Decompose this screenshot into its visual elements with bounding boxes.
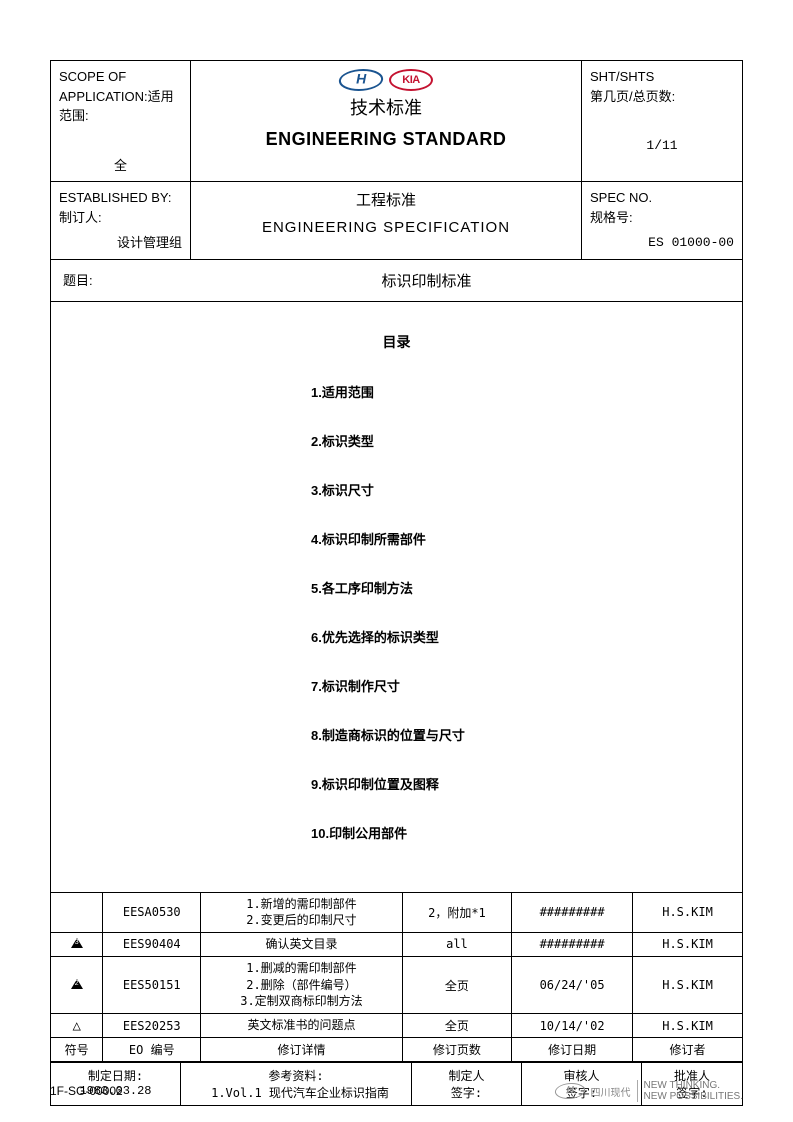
spec-cell: SPEC NO. 规格号: ES 01000-00 bbox=[582, 182, 742, 259]
tagline: NEW THINKING. NEW POSSIBILITIES. bbox=[637, 1080, 743, 1102]
footer-logo-block: 四川现代 NEW THINKING. NEW POSSIBILITIES. bbox=[555, 1080, 743, 1102]
date-cell: 06/24/'05 bbox=[512, 956, 633, 1013]
detail-cell: 1.删减的需印制部件2.删除（部件编号）3.定制双商标印制方法 bbox=[201, 956, 403, 1013]
document-frame: SCOPE OF APPLICATION:适用范围: 全 KIA 技术标准 EN… bbox=[50, 60, 743, 1106]
eo-cell: EES20253 bbox=[103, 1014, 201, 1038]
sub-title-cn: 工程标准 bbox=[199, 190, 573, 213]
page-footer: 1F-SG-00002 四川现代 NEW THINKING. NEW POSSI… bbox=[50, 1080, 743, 1102]
date-cell: ######### bbox=[512, 893, 633, 933]
symbol-cell: 2 bbox=[51, 956, 103, 1013]
triangle-icon: △ bbox=[72, 1019, 80, 1033]
sheet-label-en: SHT/SHTS bbox=[590, 67, 734, 87]
sheet-value: 1/11 bbox=[590, 106, 734, 156]
table-header-row: 符号 EO 编号 修订详情 修订页数 修订日期 修订者 bbox=[51, 1038, 742, 1062]
triangle-icon: 2 bbox=[71, 979, 83, 989]
toc-section: 目录 1.适用范围 2.标识类型 3.标识尺寸 4.标识印制所需部件 5.各工序… bbox=[51, 302, 742, 893]
logo-row: KIA bbox=[199, 69, 573, 91]
toc-item: 9.标识印制位置及图释 bbox=[71, 774, 722, 793]
reviser-cell: H.S.KIM bbox=[633, 933, 742, 957]
tagline-2: NEW POSSIBILITIES. bbox=[644, 1091, 743, 1102]
symbol-cell: △ bbox=[51, 1014, 103, 1038]
header-detail: 修订详情 bbox=[201, 1038, 403, 1062]
detail-cell: 确认英文目录 bbox=[201, 933, 403, 957]
spec-label-cn: 规格号: bbox=[590, 208, 734, 228]
title-en: ENGINEERING STANDARD bbox=[199, 126, 573, 153]
sheet-label-cn: 第几页/总页数: bbox=[590, 87, 734, 107]
kia-logo-icon: KIA bbox=[389, 69, 433, 91]
toc-item: 5.各工序印制方法 bbox=[71, 578, 722, 597]
subtitle-cell: 工程标准 ENGINEERING SPECIFICATION bbox=[191, 182, 582, 259]
header-symbol: 符号 bbox=[51, 1038, 103, 1062]
date-cell: ######### bbox=[512, 933, 633, 957]
spec-value: ES 01000-00 bbox=[590, 227, 734, 253]
eo-cell: EES90404 bbox=[103, 933, 201, 957]
toc-item: 2.标识类型 bbox=[71, 431, 722, 450]
spec-label-en: SPEC NO. bbox=[590, 188, 734, 208]
established-value: 设计管理组 bbox=[59, 227, 182, 253]
scope-value: 全 bbox=[59, 126, 182, 176]
pages-cell: 全页 bbox=[402, 1014, 511, 1038]
established-cell: ESTABLISHED BY: 制订人: 设计管理组 bbox=[51, 182, 191, 259]
hyundai-logo-icon bbox=[337, 69, 386, 91]
toc-item: 6.优先选择的标识类型 bbox=[71, 627, 722, 646]
subject-label: 题目: bbox=[63, 270, 123, 291]
detail-cell: 1.新增的需印制部件2.变更后的印制尺寸 bbox=[201, 893, 403, 933]
triangle-icon: 3 bbox=[71, 938, 83, 948]
header-row-2: ESTABLISHED BY: 制订人: 设计管理组 工程标准 ENGINEER… bbox=[51, 182, 742, 260]
pages-cell: 2，附加*1 bbox=[402, 893, 511, 933]
sub-title-en: ENGINEERING SPECIFICATION bbox=[199, 217, 573, 240]
doc-number: 1F-SG-00002 bbox=[50, 1084, 123, 1098]
hyundai-small-icon bbox=[553, 1083, 586, 1099]
symbol-cell bbox=[51, 893, 103, 933]
pages-cell: 全页 bbox=[402, 956, 511, 1013]
established-label-cn: 制订人: bbox=[59, 208, 182, 228]
revision-table: EESA0530 1.新增的需印制部件2.变更后的印制尺寸 2，附加*1 ###… bbox=[51, 893, 742, 1106]
header-pages: 修订页数 bbox=[402, 1038, 511, 1062]
title-cell: KIA 技术标准 ENGINEERING STANDARD bbox=[191, 61, 582, 181]
toc-item: 7.标识制作尺寸 bbox=[71, 676, 722, 695]
toc-item: 8.制造商标识的位置与尺寸 bbox=[71, 725, 722, 744]
eo-cell: EES50151 bbox=[103, 956, 201, 1013]
subject-value: 标识印制标准 bbox=[123, 270, 730, 291]
toc-item: 3.标识尺寸 bbox=[71, 480, 722, 499]
sheet-cell: SHT/SHTS 第几页/总页数: 1/11 bbox=[582, 61, 742, 181]
established-label-en: ESTABLISHED BY: bbox=[59, 188, 182, 208]
brand-cn: 四川现代 bbox=[591, 1084, 631, 1099]
eo-cell: EESA0530 bbox=[103, 893, 201, 933]
header-eo: EO 编号 bbox=[103, 1038, 201, 1062]
date-cell: 10/14/'02 bbox=[512, 1014, 633, 1038]
reviser-cell: H.S.KIM bbox=[633, 893, 742, 933]
table-row: EESA0530 1.新增的需印制部件2.变更后的印制尺寸 2，附加*1 ###… bbox=[51, 893, 742, 933]
toc-heading: 目录 bbox=[71, 332, 722, 352]
reviser-cell: H.S.KIM bbox=[633, 956, 742, 1013]
header-reviser: 修订者 bbox=[633, 1038, 742, 1062]
subject-section: 题目: 标识印制标准 bbox=[51, 260, 742, 302]
reviser-cell: H.S.KIM bbox=[633, 1014, 742, 1038]
title-cn: 技术标准 bbox=[199, 95, 573, 122]
table-row: △ EES20253 英文标准书的问题点 全页 10/14/'02 H.S.KI… bbox=[51, 1014, 742, 1038]
header-date: 修订日期 bbox=[512, 1038, 633, 1062]
symbol-cell: 3 bbox=[51, 933, 103, 957]
pages-cell: all bbox=[402, 933, 511, 957]
toc-item: 10.印制公用部件 bbox=[71, 823, 722, 842]
header-row-1: SCOPE OF APPLICATION:适用范围: 全 KIA 技术标准 EN… bbox=[51, 61, 742, 182]
table-row: 3 EES90404 确认英文目录 all ######### H.S.KIM bbox=[51, 933, 742, 957]
toc-item: 4.标识印制所需部件 bbox=[71, 529, 722, 548]
table-row: 2 EES50151 1.删减的需印制部件2.删除（部件编号）3.定制双商标印制… bbox=[51, 956, 742, 1013]
detail-cell: 英文标准书的问题点 bbox=[201, 1014, 403, 1038]
tagline-1: NEW THINKING. bbox=[644, 1080, 743, 1091]
scope-label: SCOPE OF APPLICATION:适用范围: bbox=[59, 67, 182, 126]
scope-cell: SCOPE OF APPLICATION:适用范围: 全 bbox=[51, 61, 191, 181]
toc-item: 1.适用范围 bbox=[71, 382, 722, 401]
